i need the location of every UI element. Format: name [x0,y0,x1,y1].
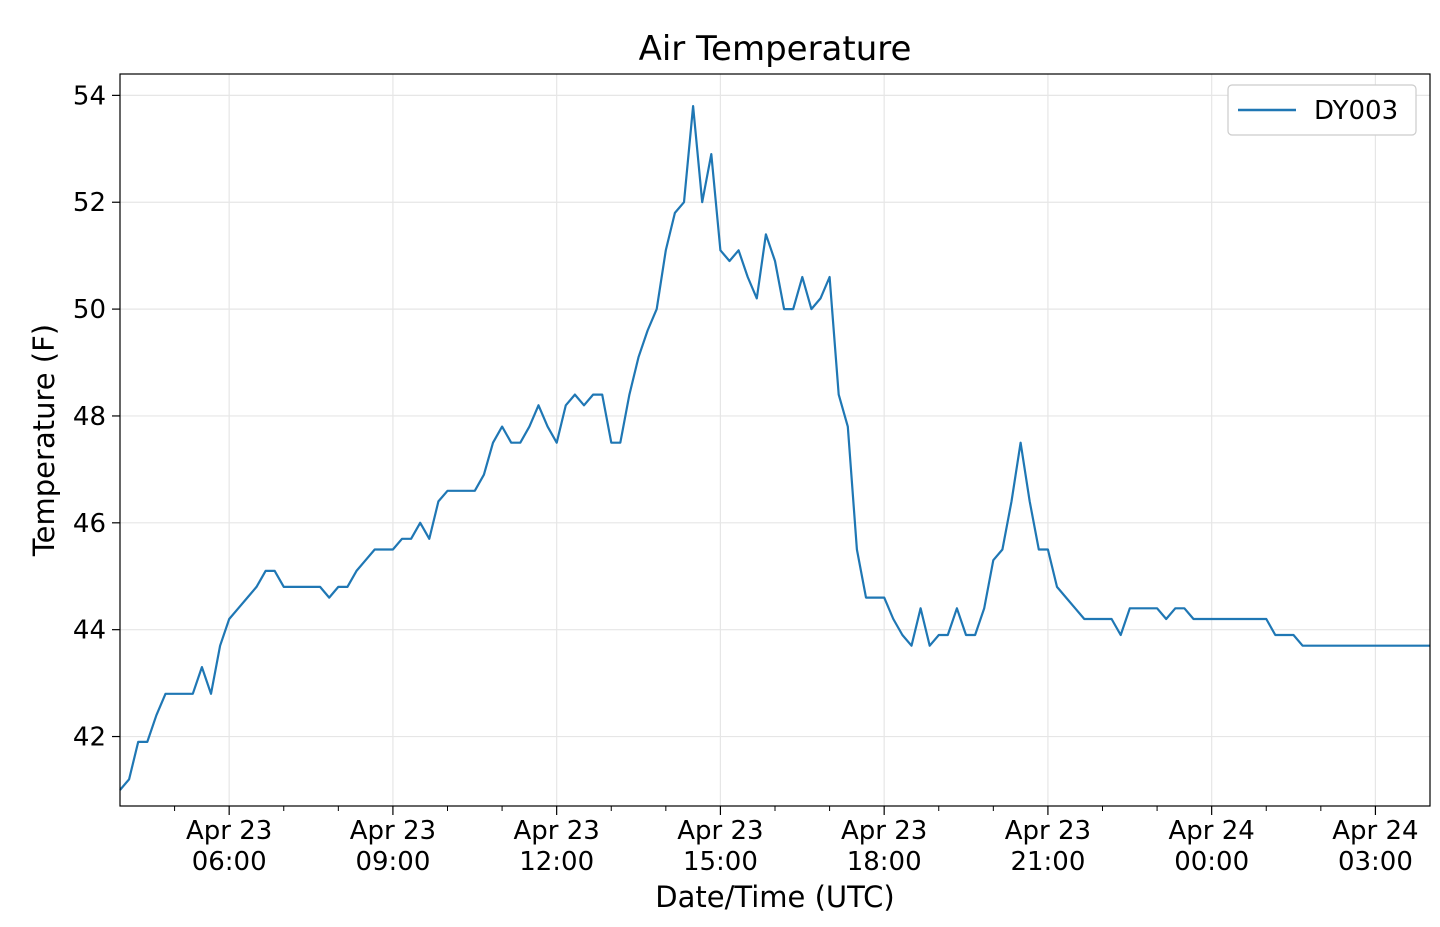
x-tick-label-time: 21:00 [1010,847,1085,877]
y-tick-label: 50 [73,295,106,325]
legend: DY003 [1227,84,1417,136]
x-tick-label-date: Apr 24 [1332,816,1418,846]
y-tick-label: 44 [73,616,106,646]
y-axis-label: Temperature (F) [27,324,61,557]
x-tick-label-time: 00:00 [1174,847,1249,877]
grid [120,74,1430,806]
series-line-dy003 [119,104,1430,791]
x-tick-label-time: 03:00 [1338,847,1413,877]
y-tick-label: 52 [73,188,106,218]
chart-title: Air Temperature [639,29,912,69]
x-tick-label-time: 15:00 [683,847,758,877]
plot-frame [119,73,1431,807]
legend-label: DY003 [1314,96,1398,126]
x-tick-label-date: Apr 23 [350,816,436,846]
x-axis-label: Date/Time (UTC) [655,880,894,914]
legend-box [1227,84,1417,136]
x-tick-label-date: Apr 23 [677,816,763,846]
x-tick-label-date: Apr 24 [1169,816,1255,846]
y-tick-label: 42 [73,723,106,753]
x-tick-label-time: 09:00 [355,847,430,877]
series-layer [119,104,1430,791]
x-tick-label-date: Apr 23 [186,816,272,846]
x-tick-label-time: 12:00 [519,847,594,877]
y-tick-label: 48 [73,402,106,432]
x-tick-label-date: Apr 23 [841,816,927,846]
y-tick-label: 46 [73,509,106,539]
x-tick-label-time: 18:00 [847,847,922,877]
x-tick-label-date: Apr 23 [1005,816,1091,846]
x-tick-label-time: 06:00 [192,847,267,877]
y-tick-label: 54 [73,81,106,111]
x-tick-label-date: Apr 23 [514,816,600,846]
